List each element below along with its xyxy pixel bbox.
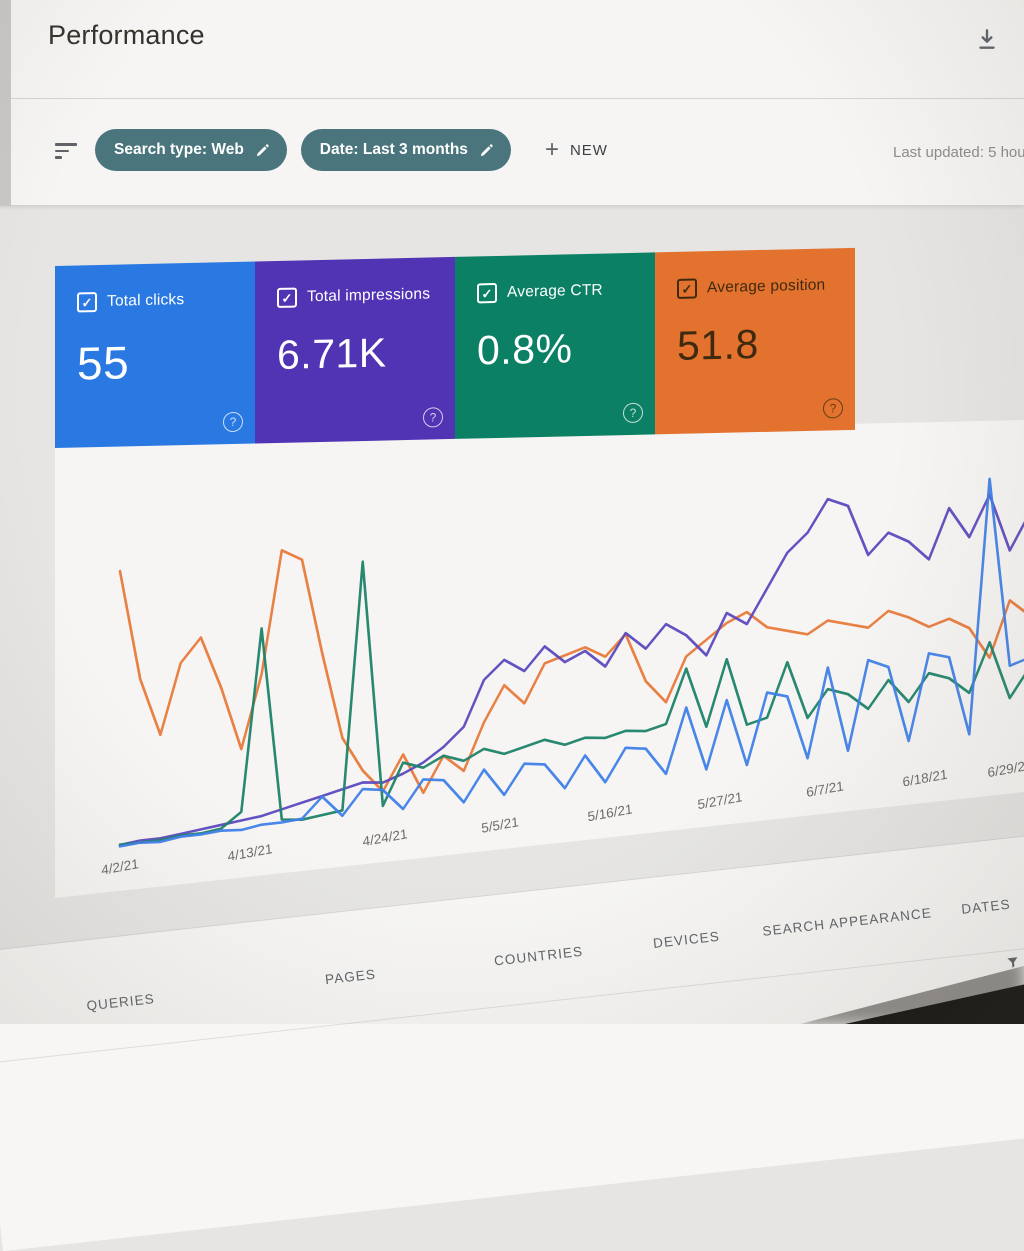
page-title: Performance [48,20,205,50]
new-filter-button[interactable]: + NEW [545,138,608,162]
series-total-impressions [118,493,1024,847]
metric-card-label: Total impressions [307,285,431,306]
checkbox-checked-icon[interactable]: ✓ [277,287,297,308]
help-icon[interactable]: ? [823,398,843,419]
chip-search-type[interactable]: Search type: Web [95,129,287,171]
tab-queries[interactable]: QUERIES [85,991,156,1014]
tab-pages[interactable]: PAGES [324,966,377,988]
metric-card-label: Average position [707,276,826,297]
new-filter-label: NEW [569,141,608,159]
filter-list-icon[interactable] [55,143,77,161]
screen-edge-strip [0,0,11,206]
series-average-position [118,549,1024,795]
chip-search-type-label: Search type: Web [114,141,244,158]
performance-chart [118,477,1024,848]
metric-card-label: Average CTR [507,281,603,301]
metric-cards-row: ✓ Total clicks 55 ? ✓ Total impressions … [55,247,855,448]
metric-card-label: Total clicks [107,291,185,310]
tab-dates[interactable]: DATES [960,896,1012,917]
metric-card-value: 0.8% [477,325,573,374]
checkbox-checked-icon[interactable]: ✓ [677,278,697,299]
metric-card-value: 6.71K [277,329,387,378]
metric-card-total-impressions[interactable]: ✓ Total impressions 6.71K ? [255,256,455,444]
checkbox-checked-icon[interactable]: ✓ [77,292,97,313]
dimension-tabs-bar: QUERIES PAGES COUNTRIES DEVICES SEARCH A… [0,820,1024,1251]
pencil-icon [256,143,269,156]
card-head: ✓ Average CTR [477,279,655,304]
metric-card-value: 55 [77,336,130,390]
chip-date-range-label: Date: Last 3 months [319,141,468,158]
help-icon[interactable]: ? [223,411,243,433]
metric-card-total-clicks[interactable]: ✓ Total clicks 55 ? [55,261,255,448]
help-icon[interactable]: ? [423,407,443,428]
help-icon[interactable]: ? [623,402,643,424]
page-header: Performance [0,0,1024,99]
card-head: ✓ Average position [677,275,855,299]
filter-bar: Search type: Web Date: Last 3 months + N… [0,99,1024,205]
tab-search-appearance[interactable]: SEARCH APPEARANCE [761,905,933,939]
chip-date-range[interactable]: Date: Last 3 months [300,129,511,171]
card-head: ✓ Total impressions [277,284,455,308]
filter-chip-row: Search type: Web Date: Last 3 months + N… [95,129,608,171]
series-total-clicks [118,477,1024,848]
download-icon[interactable] [974,26,1000,52]
pencil-icon [480,143,493,156]
card-head: ✓ Total clicks [77,288,255,313]
tab-countries[interactable]: COUNTRIES [493,943,584,969]
last-updated-text: Last updated: 5 hour [893,144,1024,161]
plus-icon: + [544,136,559,163]
series-average-ctr [118,560,1024,846]
metric-card-average-position[interactable]: ✓ Average position 51.8 ? [655,247,855,435]
metric-card-value: 51.8 [677,321,759,369]
tab-devices[interactable]: DEVICES [652,928,721,951]
checkbox-checked-icon[interactable]: ✓ [477,282,497,304]
funnel-icon[interactable] [1005,954,1022,971]
metric-card-average-ctr[interactable]: ✓ Average CTR 0.8% ? [455,252,655,439]
chart-area: 4/2/21 4/13/21 4/24/21 5/5/21 5/16/21 5/27/21… [70,438,1024,893]
